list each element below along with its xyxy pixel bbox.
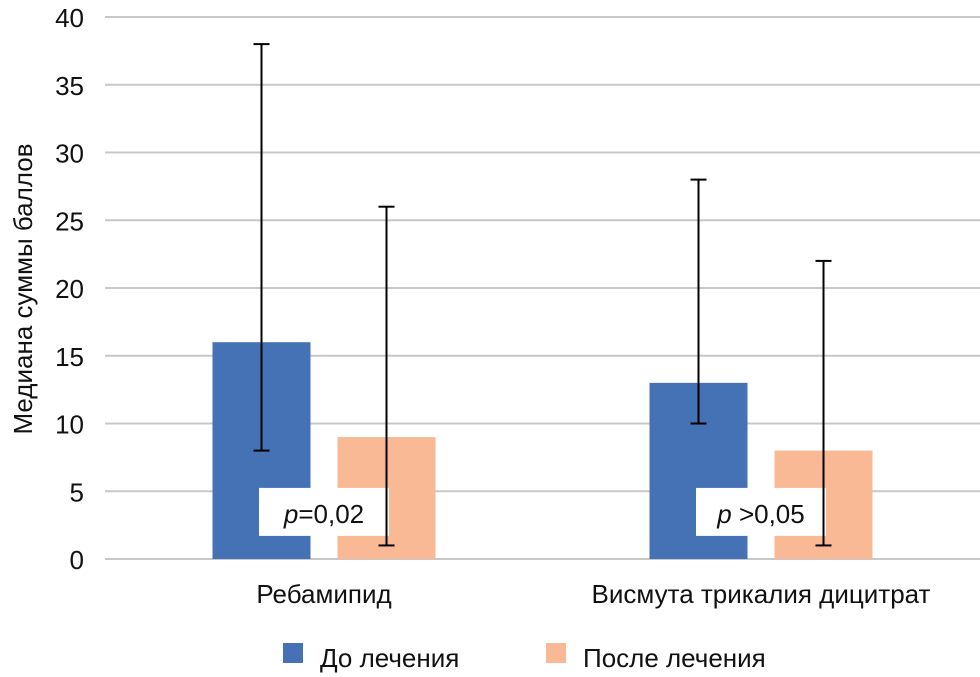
p-value-box-0: p=0,02 bbox=[259, 487, 389, 536]
legend-swatch-before bbox=[283, 643, 303, 663]
y-tick-label: 5 bbox=[70, 477, 84, 507]
y-tick-label: 15 bbox=[55, 342, 84, 372]
legend: До лечения После лечения bbox=[283, 643, 766, 673]
p-value-background bbox=[696, 487, 826, 536]
legend-label-before: До лечения bbox=[320, 643, 459, 673]
y-axis-label: Медиана суммы баллов bbox=[8, 143, 38, 434]
error-bars bbox=[253, 43, 707, 452]
p-value-box-1: p >0,05 bbox=[696, 487, 826, 536]
error-bar-before-1 bbox=[690, 178, 707, 425]
y-tick-label: 25 bbox=[55, 206, 84, 236]
y-tick-label: 10 bbox=[55, 410, 84, 440]
p-value-background bbox=[259, 487, 389, 536]
p-value-text: =0,02 bbox=[298, 499, 364, 529]
p-symbol: p bbox=[283, 499, 298, 529]
x-category-label: Ребамипид bbox=[256, 579, 391, 609]
y-tick-label: 30 bbox=[55, 139, 84, 169]
y-tick-label: 20 bbox=[55, 274, 84, 304]
y-tick-label: 0 bbox=[70, 545, 84, 575]
p-value-label: p >0,05 bbox=[716, 499, 804, 529]
error-bar-before-0 bbox=[253, 43, 270, 452]
error-bar-after-0 bbox=[378, 205, 395, 547]
x-category-label: Висмута трикалия дицитрат bbox=[592, 579, 931, 609]
x-axis-categories: Ребамипид Висмута трикалия дицитрат bbox=[256, 579, 930, 609]
p-value-text: >0,05 bbox=[732, 499, 805, 529]
y-tick-label: 35 bbox=[55, 71, 84, 101]
p-value-annotations: p=0,02 p >0,05 bbox=[259, 487, 826, 536]
y-tick-label: 40 bbox=[55, 3, 84, 33]
error-bar-after-1 bbox=[815, 259, 832, 547]
p-value-label: p=0,02 bbox=[283, 499, 364, 529]
legend-label-after: После лечения bbox=[583, 643, 766, 673]
p-symbol: p bbox=[716, 499, 731, 529]
legend-swatch-after bbox=[546, 643, 566, 663]
y-axis-ticks: 0 5 10 15 20 25 30 35 40 bbox=[55, 3, 84, 575]
